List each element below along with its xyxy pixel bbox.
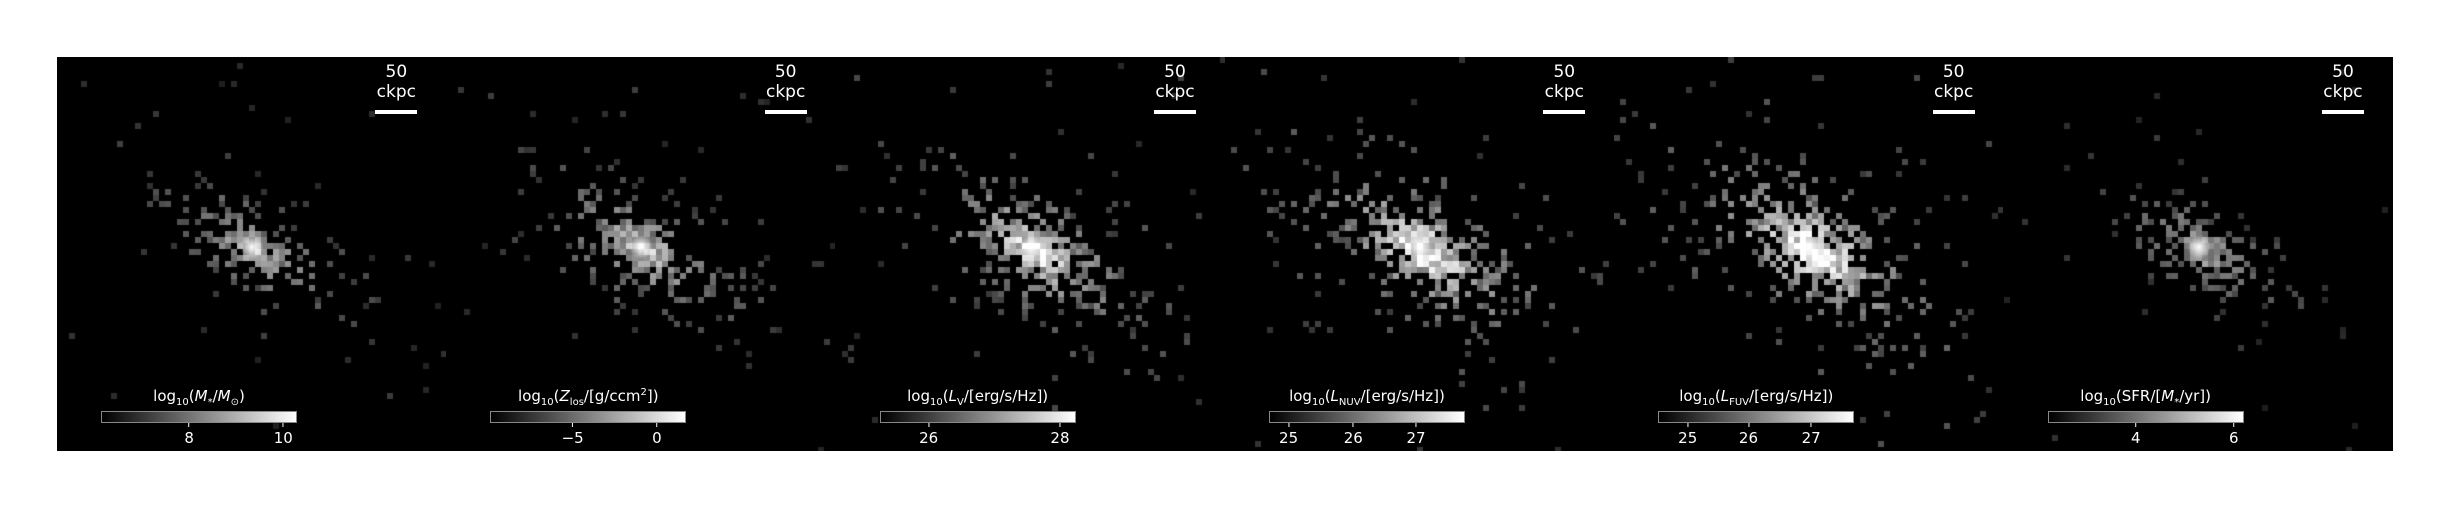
colorbar-tick: 25 [1678, 423, 1697, 447]
colorbar-gradient [1658, 411, 1855, 423]
scale-bar: 50 ckpc [756, 62, 816, 114]
scale-bar-line [375, 110, 418, 114]
colorbar: log10(LFUV/[erg/s/Hz]) 25 26 27 [1658, 387, 1855, 447]
panel-nuv: 50 ckpc log10(LNUV/[erg/s/Hz]) 25 26 27 [1224, 57, 1615, 451]
scale-bar-label: 50 ckpc [1155, 62, 1195, 102]
colorbar-tick: 28 [1050, 423, 1069, 447]
galaxy-map [2003, 57, 2393, 451]
scale-bar: 50 ckpc [2313, 62, 2373, 114]
colorbar-tick: 6 [2229, 423, 2239, 447]
colorbar: log10(LNUV/[erg/s/Hz]) 25 26 27 [1268, 387, 1465, 447]
panel-sfr: 50 ckpc log10(SFR/[M*/yr]) 4 6 [2003, 57, 2393, 451]
galaxy-map [1224, 57, 1614, 451]
colorbar: log10(LV/[erg/s/Hz]) 26 28 [879, 387, 1076, 447]
image-strip: 50 ckpc log10(M*/M⊙) 8 10 50 ckpc log10(… [57, 57, 2393, 451]
colorbar: log10(M*/M⊙) 8 10 [101, 387, 297, 447]
scale-bar-line [1932, 110, 1975, 114]
scale-bar-label: 50 ckpc [765, 62, 806, 102]
colorbar-gradient [879, 411, 1076, 423]
galaxy-map [446, 57, 836, 451]
scale-bar-line [764, 110, 807, 114]
scale-bar-line [2321, 110, 2364, 114]
scale-bar: 50 ckpc [1145, 62, 1205, 114]
colorbar-tick: 8 [184, 423, 194, 447]
colorbar-label: log10(LNUV/[erg/s/Hz]) [1289, 387, 1445, 408]
colorbar-gradient [1268, 411, 1465, 423]
colorbar-ticks: 25 26 27 [1658, 423, 1854, 447]
colorbar-ticks: 8 10 [101, 423, 297, 447]
scale-bar-line [1153, 110, 1196, 114]
colorbar-ticks: 4 6 [2048, 423, 2244, 447]
colorbar-gradient [101, 411, 297, 423]
colorbar-tick: 4 [2131, 423, 2141, 447]
colorbar-tick: 25 [1279, 423, 1298, 447]
colorbar-tick: −5 [562, 423, 584, 447]
galaxy-map [1614, 57, 2004, 451]
colorbar-tick: 26 [1739, 423, 1758, 447]
colorbar-tick: 27 [1802, 423, 1821, 447]
colorbar-ticks: 26 28 [880, 423, 1076, 447]
colorbar-label: log10(SFR/[M*/yr]) [2080, 387, 2211, 408]
scale-bar-label: 50 ckpc [1933, 62, 1974, 102]
colorbar-tick: 27 [1406, 423, 1425, 447]
panel-fuv: 50 ckpc log10(LFUV/[erg/s/Hz]) 25 26 27 [1614, 57, 2004, 451]
colorbar-ticks: 25 26 27 [1269, 423, 1465, 447]
colorbar-label: log10(Zlos/[g/ccm2]) [518, 387, 659, 408]
panel-metallicity: 50 ckpc log10(Zlos/[g/ccm2]) −5 0 [446, 57, 836, 451]
colorbar-label: log10(M*/M⊙) [153, 387, 245, 408]
colorbar-gradient [2047, 411, 2244, 423]
colorbar-tick: 26 [1344, 423, 1363, 447]
galaxy-map [57, 57, 446, 451]
colorbar-ticks: −5 0 [490, 423, 686, 447]
scale-bar: 50 ckpc [366, 62, 426, 114]
panel-stellar-mass: 50 ckpc log10(M*/M⊙) 8 10 [57, 57, 447, 451]
colorbar: log10(Zlos/[g/ccm2]) −5 0 [490, 387, 687, 447]
galaxy-map [835, 57, 1225, 451]
colorbar: log10(SFR/[M*/yr]) 4 6 [2047, 387, 2244, 447]
scale-bar-label: 50 ckpc [376, 62, 416, 102]
scale-bar-label: 50 ckpc [1544, 62, 1584, 102]
scale-bar: 50 ckpc [1924, 62, 1984, 114]
colorbar-tick: 10 [274, 423, 293, 447]
scale-bar: 50 ckpc [1534, 62, 1594, 114]
scale-bar-line [1543, 110, 1586, 114]
colorbar-label: log10(LFUV/[erg/s/Hz]) [1679, 387, 1834, 408]
colorbar-label: log10(LV/[erg/s/Hz]) [907, 387, 1049, 408]
colorbar-tick: 0 [652, 423, 662, 447]
panel-v-band: 50 ckpc log10(LV/[erg/s/Hz]) 26 28 [835, 57, 1225, 451]
scale-bar-label: 50 ckpc [2323, 62, 2363, 102]
colorbar-tick: 26 [919, 423, 938, 447]
colorbar-gradient [490, 411, 687, 423]
